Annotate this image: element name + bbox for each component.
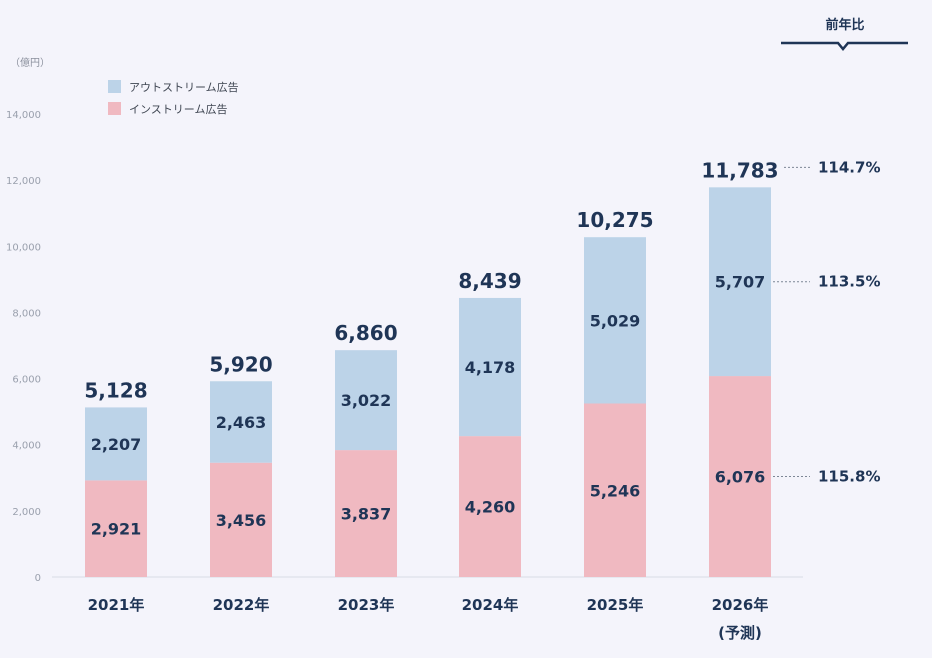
y-tick-label: 4,000 [12, 441, 41, 452]
data-label-outstream: 4,178 [465, 358, 516, 377]
x-axis: 2021年 2022年 2023年 2024年 2025年 2026年 (予測) [88, 596, 769, 642]
x-tick-note: (予測) [718, 624, 762, 642]
data-label-total: 10,275 [576, 208, 653, 232]
data-label-total: 11,783 [701, 158, 778, 182]
data-label-instream: 6,076 [715, 468, 766, 487]
y-tick-label: 10,000 [6, 242, 41, 253]
data-label-total: 5,920 [209, 352, 272, 376]
legend-swatch [108, 80, 121, 93]
y-axis: 0 2,000 4,000 6,000 8,000 10,000 12,000 14,000 [6, 110, 803, 584]
yoy-instream-label: 115.8% [818, 468, 880, 486]
x-tick-label: 2021年 [88, 596, 145, 614]
yoy-panel: 前年比 114.7% 113.5% 115.8% [773, 17, 908, 486]
bar-outstream [85, 407, 147, 481]
x-tick-label: 2024年 [462, 596, 519, 614]
legend-label: インストリーム広告 [129, 103, 227, 116]
legend-label: アウトストリーム広告 [129, 81, 239, 94]
data-label-instream: 3,837 [341, 505, 392, 524]
bars: 2,921 2,207 5,128 3,456 2,463 5,920 3,837 3,022… [84, 158, 779, 577]
data-label-instream: 5,246 [590, 481, 641, 500]
legend-swatch [108, 102, 121, 115]
data-label-instream: 2,921 [91, 520, 142, 539]
x-tick-label: 2025年 [587, 596, 644, 614]
bar-outstream [584, 237, 646, 404]
x-tick-label: 2022年 [213, 596, 270, 614]
y-tick-label: 12,000 [6, 176, 41, 187]
bar-instream [709, 376, 771, 577]
bar-instream [210, 462, 272, 577]
y-tick-label: 14,000 [6, 110, 41, 121]
bar-outstream [335, 350, 397, 451]
bar-outstream [459, 297, 521, 437]
data-label-instream: 4,260 [465, 498, 516, 517]
x-tick-label: 2026年 [712, 596, 769, 614]
y-tick-label: 6,000 [12, 375, 41, 386]
data-label-outstream: 2,463 [216, 413, 267, 432]
data-label-total: 6,860 [334, 321, 397, 345]
bar-instream [459, 436, 521, 577]
bar-instream [335, 450, 397, 577]
bar-instream [584, 403, 646, 577]
yoy-title-underline [781, 41, 908, 51]
data-label-outstream: 5,029 [590, 311, 641, 330]
data-label-total: 8,439 [458, 269, 521, 293]
data-label-outstream: 3,022 [341, 391, 392, 410]
y-tick-label: 0 [35, 573, 41, 584]
yoy-outstream-label: 113.5% [818, 273, 880, 291]
x-tick-label: 2023年 [338, 596, 395, 614]
y-tick-label: 8,000 [12, 308, 41, 319]
data-label-total: 5,128 [84, 378, 147, 402]
y-tick-label: 2,000 [12, 507, 41, 518]
data-label-outstream: 2,207 [91, 435, 142, 454]
bar-instream [85, 480, 147, 577]
yoy-total-label: 114.7% [818, 158, 880, 176]
bar-outstream [210, 381, 272, 463]
bar-outstream [709, 187, 771, 377]
yoy-title: 前年比 [825, 17, 864, 33]
data-label-outstream: 5,707 [715, 273, 766, 292]
data-label-instream: 3,456 [216, 511, 267, 530]
unit-label: （億円） [10, 56, 50, 69]
